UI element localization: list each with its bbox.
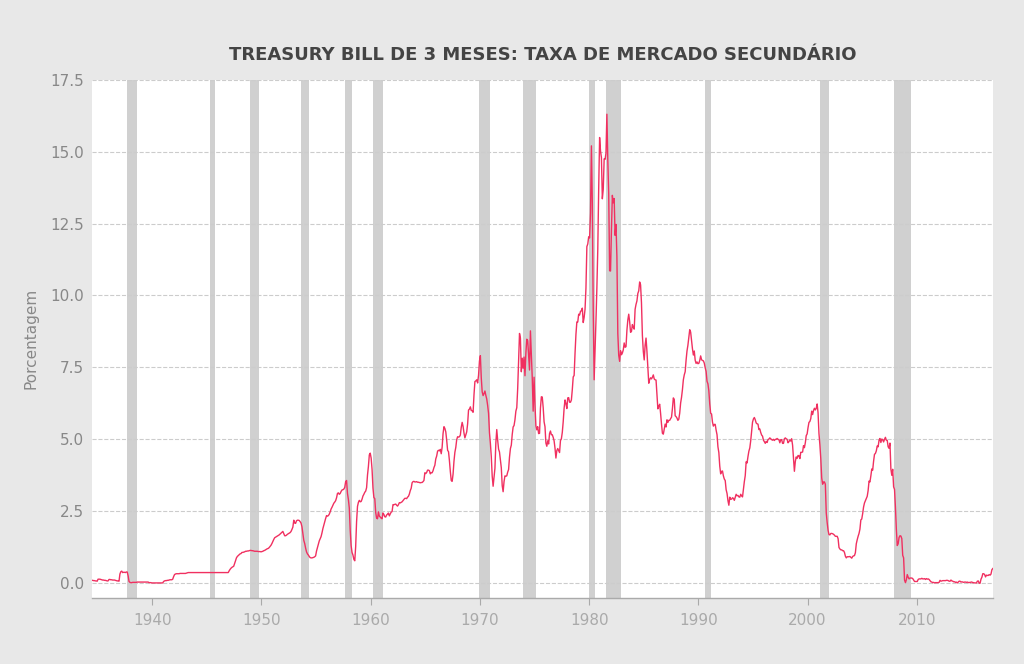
Bar	[894, 80, 911, 598]
Bar	[210, 80, 215, 598]
Bar	[345, 80, 352, 598]
Bar	[605, 80, 621, 598]
Title: TREASURY BILL DE 3 MESES: TAXA DE MERCADO SECUNDÁRIO: TREASURY BILL DE 3 MESES: TAXA DE MERCAD…	[229, 46, 856, 64]
Bar	[820, 80, 828, 598]
Y-axis label: Porcentagem: Porcentagem	[24, 288, 39, 389]
Bar	[127, 80, 137, 598]
Bar	[705, 80, 711, 598]
Bar	[374, 80, 383, 598]
Bar	[301, 80, 309, 598]
Bar	[250, 80, 259, 598]
Bar	[479, 80, 489, 598]
Bar	[522, 80, 537, 598]
Bar	[589, 80, 596, 598]
